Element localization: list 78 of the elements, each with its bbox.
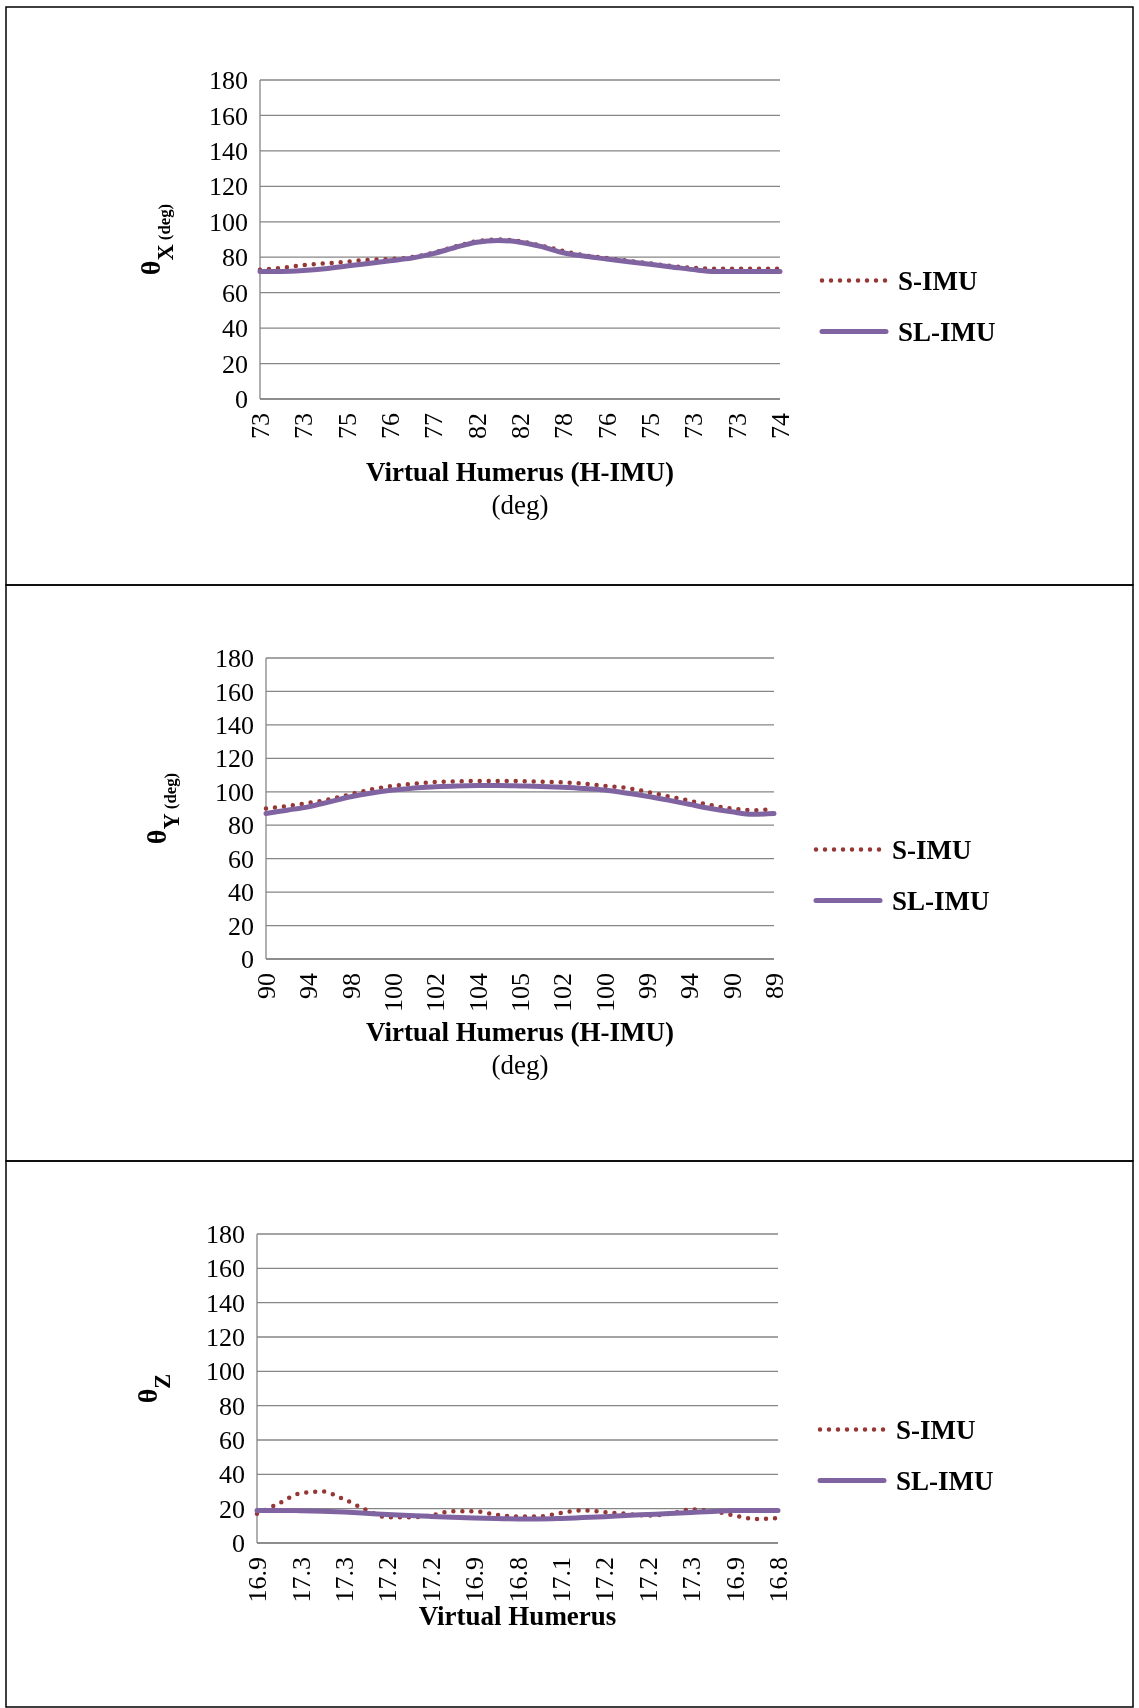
legend-label: SL-IMU: [892, 885, 990, 916]
y-tick-label: 40: [219, 1460, 245, 1490]
x-axis-title: Virtual Humerus: [418, 1601, 617, 1631]
y-tick-label: 80: [222, 243, 248, 273]
y-tick-label: 140: [215, 710, 254, 740]
x-tick-label: 17.2: [373, 1557, 403, 1603]
y-tick-label: 180: [209, 66, 248, 96]
y-tick-label: 0: [232, 1529, 245, 1559]
x-tick-label: 17.2: [633, 1557, 663, 1603]
y-tick-label: 60: [222, 278, 248, 308]
y-tick-label: 20: [219, 1494, 245, 1524]
x-tick-label: 76: [592, 413, 622, 439]
x-tick-label: 76: [376, 413, 406, 439]
x-tick-label: 77: [419, 413, 449, 439]
x-axis-title: Virtual Humerus (H-IMU) (deg): [366, 457, 674, 520]
y-tick-label: 60: [228, 844, 254, 874]
x-tick-label: 17.3: [677, 1557, 707, 1603]
y-tick-label: 120: [215, 744, 254, 774]
x-tick-label: 90: [252, 973, 282, 999]
y-tick-label: 20: [228, 911, 254, 941]
y-tick-label: 80: [228, 811, 254, 841]
x-tick-label: 99: [633, 973, 663, 999]
x-tick-label: 105: [506, 973, 536, 1012]
y-tick-label: 0: [235, 385, 248, 415]
x-tick-label: 16.9: [460, 1557, 490, 1603]
x-tick-label: 98: [336, 973, 366, 999]
x-tick-label: 102: [548, 973, 578, 1012]
x-tick-label: 16.9: [720, 1557, 750, 1603]
y-tick-label: 100: [206, 1357, 245, 1387]
x-tick-label: 78: [549, 413, 579, 439]
y-tick-label: 180: [215, 644, 254, 674]
y-tick-label: 180: [206, 1220, 245, 1250]
x-tick-label: 104: [463, 973, 493, 1012]
y-tick-label: 160: [215, 677, 254, 707]
x-tick-label: 75: [636, 413, 666, 439]
y-tick-label: 120: [209, 172, 248, 202]
x-tick-label: 82: [506, 413, 536, 439]
y-tick-label: 160: [209, 101, 248, 131]
x-tick-label: 16.8: [503, 1557, 533, 1603]
y-tick-label: 100: [215, 777, 254, 807]
x-tick-label: 17.2: [590, 1557, 620, 1603]
x-tick-label: 90: [717, 973, 747, 999]
x-tick-label: 73: [679, 413, 709, 439]
x-tick-label: 94: [675, 973, 705, 999]
y-tick-label: 160: [206, 1254, 245, 1284]
y-tick-label: 60: [219, 1426, 245, 1456]
x-tick-label: 102: [421, 973, 451, 1012]
legend-label: S-IMU: [898, 265, 978, 296]
x-tick-label: 16.9: [243, 1557, 273, 1603]
x-tick-label: 16.8: [764, 1557, 794, 1603]
y-tick-label: 0: [241, 945, 254, 975]
x-tick-label: 89: [760, 973, 790, 999]
y-tick-label: 20: [222, 349, 248, 379]
legend-label: SL-IMU: [896, 1465, 994, 1496]
legend-label: S-IMU: [896, 1414, 976, 1445]
x-tick-label: 17.3: [286, 1557, 316, 1603]
x-tick-label: 17.2: [416, 1557, 446, 1603]
x-tick-label: 75: [332, 413, 362, 439]
x-tick-label: 74: [766, 413, 796, 439]
y-tick-label: 80: [219, 1391, 245, 1421]
x-tick-label: 17.3: [329, 1557, 359, 1603]
legend-label: SL-IMU: [898, 316, 996, 347]
x-tick-label: 94: [294, 973, 324, 999]
y-tick-label: 40: [222, 314, 248, 344]
x-tick-label: 100: [379, 973, 409, 1012]
x-tick-label: 82: [462, 413, 492, 439]
y-tick-label: 140: [206, 1288, 245, 1318]
y-tick-label: 120: [206, 1323, 245, 1353]
y-tick-label: 40: [228, 878, 254, 908]
x-tick-label: 73: [246, 413, 276, 439]
x-tick-label: 17.1: [547, 1557, 577, 1603]
y-tick-label: 140: [209, 136, 248, 166]
x-tick-label: 73: [722, 413, 752, 439]
x-tick-label: 100: [590, 973, 620, 1012]
legend-label: S-IMU: [892, 834, 972, 865]
x-axis-title: Virtual Humerus (H-IMU) (deg): [366, 1017, 674, 1080]
y-tick-label: 100: [209, 207, 248, 237]
x-tick-label: 73: [289, 413, 319, 439]
